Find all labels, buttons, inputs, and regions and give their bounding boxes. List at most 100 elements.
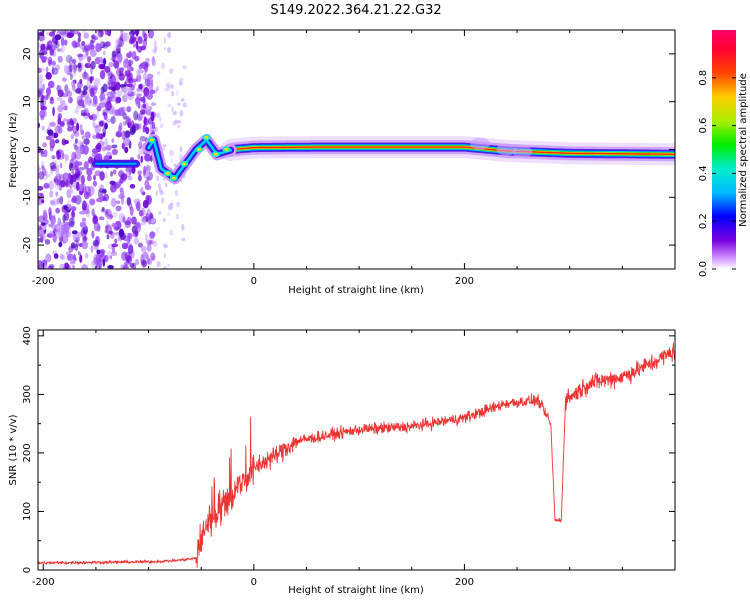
spectrogram-noise-blob xyxy=(114,81,121,91)
spectrogram-noise-blob xyxy=(57,55,63,63)
spectrogram-noise-blob xyxy=(126,106,132,111)
spectrogram-noise-blob xyxy=(147,257,151,265)
spectrogram-noise-blob xyxy=(38,171,45,180)
spectrogram-noise-blob xyxy=(143,116,147,126)
spectrogram-noise-blob xyxy=(118,107,125,117)
spectrogram-noise-blob xyxy=(131,50,137,60)
spectrogram-noise-blob xyxy=(78,146,84,152)
spectrogram-noise-blob xyxy=(177,102,181,106)
spectrogram-noise-blob xyxy=(119,83,127,88)
spectrogram-noise-blob xyxy=(44,94,49,101)
spectrogram-noise-blob xyxy=(128,166,132,175)
spectrogram-noise-blob xyxy=(52,234,57,243)
spectrogram-noise-blob xyxy=(67,126,73,132)
spectrogram-noise-blob xyxy=(157,182,162,190)
spectrogram-noise-blob xyxy=(45,45,53,51)
spectrogram-noise-blob xyxy=(49,121,56,127)
spectrogram-noise-blob xyxy=(38,225,42,230)
spectrogram-noise-blob xyxy=(84,131,91,139)
spectrogram-noise-blob xyxy=(67,199,72,210)
spectrogram-noise-blob xyxy=(167,46,172,54)
spectrogram-noise-blob xyxy=(92,135,97,139)
spectrogram-noise-blob xyxy=(78,166,85,171)
spectrogram-noise-blob xyxy=(123,58,129,69)
spectrogram-noise-blob xyxy=(56,48,63,52)
spectrogram-noise-blob xyxy=(139,135,146,142)
spectrogram-noise-blob xyxy=(38,200,43,206)
spectrogram-noise-blob xyxy=(86,175,92,182)
spectrogram-noise-blob xyxy=(118,72,125,81)
spectrogram-noise-blob xyxy=(114,238,118,244)
spectrogram-noise-blob xyxy=(108,61,115,68)
spectrogram-noise-blob xyxy=(80,96,84,106)
spectrogram-noise-blob xyxy=(121,130,126,140)
spectrogram-noise-blob xyxy=(104,122,108,130)
spectrogram-noise-blob xyxy=(38,185,44,191)
spectrogram-noise-blob xyxy=(55,132,59,138)
spectrogram-noise-blob xyxy=(90,60,96,70)
spectrogram-bright-spot-core xyxy=(165,171,170,175)
spectrogram-bright-spot-core xyxy=(197,148,202,151)
spectrogram-noise-blob xyxy=(118,228,125,238)
spectrogram-noise-blob xyxy=(117,53,123,63)
spectrogram-noise-blob xyxy=(71,80,76,88)
spectrogram-noise-blob xyxy=(57,104,64,113)
spectrogram-noise-blob xyxy=(119,67,125,72)
spectrogram-noise-blob xyxy=(60,99,66,107)
spectrogram-ridge xyxy=(91,133,675,185)
spectrogram-noise-blob xyxy=(132,43,136,48)
spectrogram-noise-blob xyxy=(38,33,44,42)
spectrogram-noise-blob xyxy=(81,225,89,231)
snr-ytick-label: 0 xyxy=(22,567,33,573)
spectrogram-noise-blob xyxy=(176,89,179,97)
spectrogram-noise-blob xyxy=(122,216,126,223)
spectrogram-noise-blob xyxy=(100,40,103,48)
spectrogram-noise-blob xyxy=(163,265,167,269)
spectrogram-noise-blob xyxy=(59,253,64,260)
spectrogram-noise-blob xyxy=(104,225,109,230)
spectrogram-noise-blob xyxy=(112,169,117,175)
spectrogram-noise-blob xyxy=(110,170,114,177)
spectrogram-noise-blob xyxy=(115,200,121,205)
spectrogram-noise-blob xyxy=(62,105,68,111)
spectrogram-noise-blob xyxy=(79,183,83,192)
spectrogram-ytick-label: -10 xyxy=(22,189,33,205)
spectrogram-noise-blob xyxy=(49,190,54,198)
spectrogram-noise-blob xyxy=(63,64,68,74)
spectrogram-noise-blob xyxy=(52,106,55,117)
spectrogram-noise-blob xyxy=(145,233,148,243)
spectrogram-noise-blob xyxy=(60,31,68,38)
spectrogram-noise-blob xyxy=(58,241,63,248)
spectrogram-noise-blob xyxy=(121,242,129,250)
spectrogram-noise-blob xyxy=(49,99,54,105)
spectrogram-noise-blob xyxy=(86,56,92,63)
spectrogram-noise-blob xyxy=(40,115,45,121)
spectrogram-noise-blob xyxy=(72,265,76,269)
spectrogram-noise-blob xyxy=(146,73,154,80)
spectrogram-ridge-layer xyxy=(230,146,675,155)
spectrogram-noise-blob xyxy=(153,45,158,52)
spectrogram-noise-blob xyxy=(140,98,146,104)
spectrogram-noise-blob xyxy=(86,167,93,177)
spectrogram-noise-blob xyxy=(64,140,69,145)
spectrogram-noise-blob xyxy=(89,198,96,206)
spectrogram-noise-blob xyxy=(94,124,101,135)
spectrogram-noise-blob xyxy=(104,30,110,36)
spectrogram-ytick-label: 10 xyxy=(22,95,33,108)
spectrogram-noise-blob xyxy=(178,77,184,81)
spectrogram-noise-blob xyxy=(144,153,152,162)
spectrogram-noise-blob xyxy=(76,104,83,109)
spectrogram-noise-blob xyxy=(71,167,74,176)
spectrogram-bright-spot-core xyxy=(171,176,176,180)
spectrogram-noise-blob xyxy=(75,236,81,242)
spectrogram-noise-blob xyxy=(135,30,139,37)
spectrogram-noise-blob xyxy=(119,187,124,193)
spectrogram-noise-blob xyxy=(115,38,122,47)
spectrogram-noise-blob xyxy=(51,65,55,75)
spectrogram-noise-blob xyxy=(108,155,112,160)
spectrogram-noise-blob xyxy=(161,197,165,204)
spectrogram-noise-blob xyxy=(66,32,74,39)
colorbar-gradient xyxy=(712,30,736,269)
spectrogram-noise-blob xyxy=(139,62,144,67)
